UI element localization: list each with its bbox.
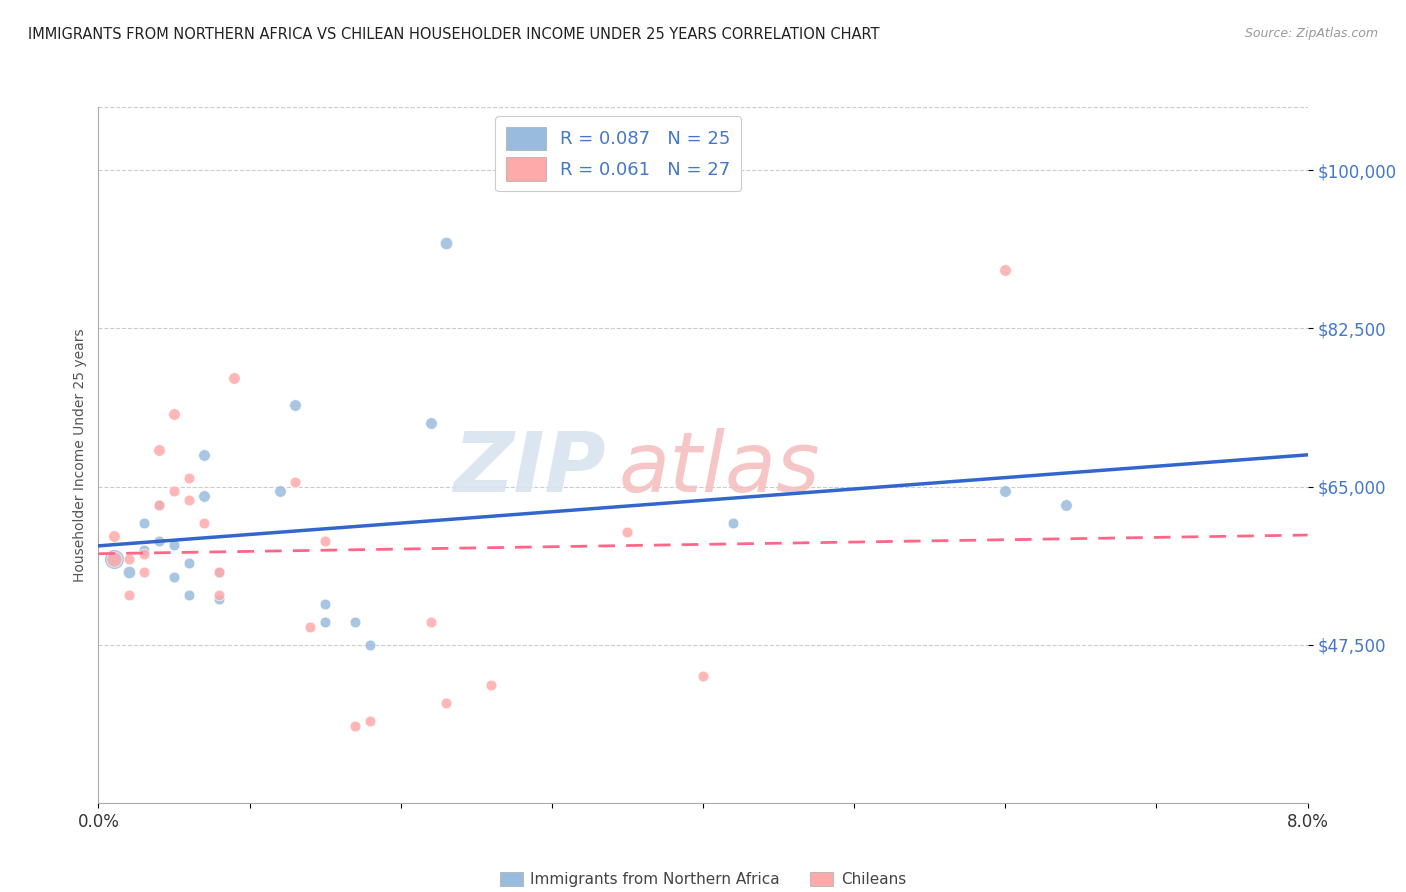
Point — [723, 516, 745, 530]
Point — [314, 533, 336, 548]
Point — [103, 529, 125, 543]
Point — [179, 588, 201, 602]
Point — [118, 588, 141, 602]
Point — [163, 484, 186, 499]
Point — [359, 638, 381, 652]
Point — [118, 551, 141, 566]
Point — [479, 678, 503, 692]
Point — [269, 484, 291, 499]
Point — [208, 566, 231, 580]
Point — [193, 516, 215, 530]
Point — [208, 588, 231, 602]
Point — [103, 551, 125, 566]
Point — [132, 547, 155, 561]
Point — [148, 498, 170, 512]
Text: IMMIGRANTS FROM NORTHERN AFRICA VS CHILEAN HOUSEHOLDER INCOME UNDER 25 YEARS COR: IMMIGRANTS FROM NORTHERN AFRICA VS CHILE… — [28, 27, 880, 42]
Point — [994, 262, 1017, 277]
Point — [193, 448, 215, 462]
Point — [284, 398, 307, 412]
Point — [118, 566, 141, 580]
Legend: R = 0.087   N = 25, R = 0.061   N = 27: R = 0.087 N = 25, R = 0.061 N = 27 — [495, 116, 741, 192]
Point — [132, 542, 155, 557]
Point — [163, 407, 186, 421]
Point — [148, 533, 170, 548]
Point — [179, 470, 201, 484]
Point — [208, 592, 231, 607]
Text: atlas: atlas — [619, 428, 820, 509]
Point — [103, 551, 125, 566]
Point — [434, 697, 457, 711]
Point — [224, 371, 246, 385]
Point — [179, 557, 201, 571]
Point — [419, 615, 441, 629]
Point — [994, 484, 1017, 499]
Point — [148, 443, 170, 458]
Point — [163, 538, 186, 552]
Point — [314, 597, 336, 611]
Point — [163, 570, 186, 584]
Point — [692, 669, 714, 683]
Point — [344, 615, 367, 629]
Point — [344, 719, 367, 733]
Point — [148, 498, 170, 512]
Text: Source: ZipAtlas.com: Source: ZipAtlas.com — [1244, 27, 1378, 40]
Y-axis label: Householder Income Under 25 years: Householder Income Under 25 years — [73, 328, 87, 582]
Point — [193, 489, 215, 503]
Point — [434, 235, 457, 250]
Point — [132, 516, 155, 530]
Point — [208, 566, 231, 580]
Point — [179, 493, 201, 508]
Point — [419, 417, 441, 431]
Point — [132, 566, 155, 580]
Text: ZIP: ZIP — [454, 428, 606, 509]
Point — [284, 475, 307, 489]
Point — [359, 714, 381, 729]
Point — [299, 619, 322, 633]
Point — [314, 615, 336, 629]
Point — [616, 524, 638, 539]
Point — [1054, 498, 1077, 512]
